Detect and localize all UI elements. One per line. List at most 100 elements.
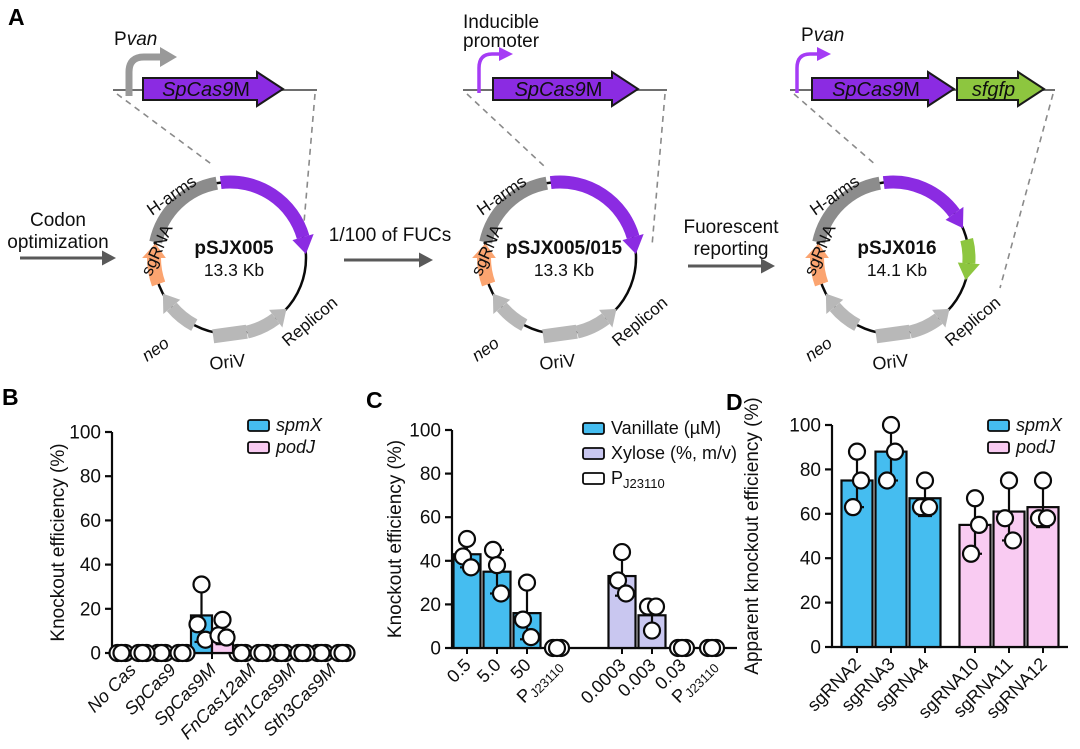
neo-label: neo: [138, 333, 172, 365]
legend-label: Vanillate (µM): [611, 418, 721, 438]
oriv-box: [212, 324, 248, 344]
data-point: [521, 628, 541, 647]
zoom-dash-right: [999, 93, 1054, 289]
gene-label-italic: sfgfp: [972, 79, 1015, 101]
legend-label: podJ: [1015, 437, 1056, 457]
data-point: [312, 643, 331, 663]
data-point: [919, 498, 939, 517]
gene-label: SpCas9M: [515, 79, 603, 101]
cas9-arc-arrow: [219, 175, 310, 240]
y-axis-title: Apparent knockout efficiency (%): [742, 397, 763, 674]
y-tick-label: 80: [420, 464, 441, 485]
data-point: [112, 643, 131, 663]
data-point: [642, 621, 662, 640]
legend-label: PJ23110: [611, 468, 665, 491]
data-point: [152, 643, 171, 663]
promoter-arrow-head: [499, 47, 513, 61]
gene-label: SpCas9M: [832, 79, 920, 101]
data-point: [877, 471, 897, 490]
data-point: [885, 442, 905, 461]
transition-arrow-head: [419, 252, 433, 268]
y-tick-label: 0: [90, 644, 101, 665]
neo-arrow: [496, 302, 528, 331]
cas9-arc-arrow-head: [945, 206, 964, 229]
zoom-dash-left: [116, 93, 215, 167]
y-axis-title: Knockout efficiency (%): [385, 440, 406, 638]
cas9-arc-arrow: [549, 175, 640, 240]
data-point: [192, 575, 211, 594]
data-point: [213, 610, 232, 629]
bar: [908, 497, 942, 649]
data-point: [133, 643, 152, 663]
transition-label: Codon: [30, 210, 86, 231]
data-point: [513, 610, 533, 629]
legend-label: Xylose (%, m/v): [611, 443, 737, 463]
replicon-arrow: [245, 313, 280, 339]
sgrna-arrow-head: [142, 243, 166, 258]
x-category-label: 50: [507, 655, 535, 683]
promoter-arrow: [795, 52, 819, 93]
gene-label-italic: SpCas9: [832, 79, 903, 101]
legend-swatch: [247, 419, 270, 432]
zoom-dash-left: [466, 93, 545, 167]
data-point: [487, 556, 507, 575]
gene-label-regular: M: [903, 79, 920, 101]
x-label-sub: J23110: [527, 660, 567, 700]
data-point: [217, 628, 236, 647]
data-point: [517, 573, 537, 592]
legend-swatch: [582, 472, 605, 485]
neo-arrow: [166, 302, 198, 331]
plasmid-size: 14.1 Kb: [867, 260, 927, 280]
sgrna-label: sgRNA: [467, 221, 507, 279]
data-point: [173, 643, 192, 663]
gene-label: SpCas9M: [162, 79, 250, 101]
data-point: [999, 471, 1019, 490]
y-tick-label: 100: [409, 421, 441, 442]
promoter-arrow: [477, 52, 501, 93]
y-axis-title: Knockout efficiency (%): [48, 443, 69, 641]
data-point: [272, 643, 291, 663]
legend-label-main: P: [611, 468, 623, 488]
data-point: [547, 638, 567, 658]
data-point: [961, 544, 981, 563]
sgrna-label: sgRNA: [800, 221, 840, 279]
data-point: [843, 498, 863, 517]
neo-label: neo: [468, 333, 502, 365]
replicon-label: Replicon: [608, 293, 671, 350]
transition-label: Fuorescent: [683, 217, 779, 238]
bar: [1026, 506, 1060, 649]
zoom-dash-right: [301, 93, 316, 247]
legend-swatch: [582, 447, 605, 460]
cas9-arc-arrow-head: [292, 234, 314, 255]
transition-label: reporting: [694, 239, 769, 260]
data-point: [253, 643, 272, 663]
y-tick-label: 60: [800, 504, 821, 525]
plasmid-name: pSJX016: [857, 238, 936, 259]
transition-label: 1/100 of FUCs: [329, 225, 452, 246]
promoter-label-part: P: [114, 29, 127, 50]
data-point: [612, 542, 632, 562]
data-point: [969, 515, 989, 534]
data-point: [1033, 471, 1053, 490]
plasmid-name: pSJX005: [194, 238, 274, 259]
transition-arrow-head: [761, 258, 775, 274]
legend-label: podJ: [275, 437, 316, 457]
promoter-label: Pvan: [801, 25, 844, 46]
gene-label-italic: SpCas9: [515, 79, 586, 101]
replicon-arrow-head: [269, 308, 287, 328]
y-tick-label: 80: [800, 460, 821, 481]
replicon-arrow-head: [932, 308, 950, 328]
data-point: [461, 558, 481, 577]
data-point: [702, 638, 722, 658]
panel-d-sgrna-chart: 0 20 40 60 80 100 Apparent knockout efficiency…: [720, 380, 1080, 749]
y-tick-label: 20: [420, 595, 441, 616]
data-point: [293, 643, 312, 663]
oriv-label: OriV: [871, 350, 909, 374]
y-tick-label: 60: [420, 508, 441, 529]
sgrna-arrow: [477, 257, 496, 287]
neo-arrow: [829, 302, 861, 331]
